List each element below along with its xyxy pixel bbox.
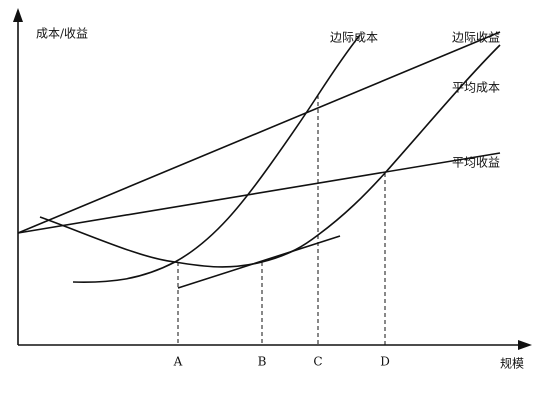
x-arrow bbox=[518, 340, 532, 350]
x-axis-label: 规模 bbox=[500, 356, 524, 371]
average-cost-curve bbox=[39, 44, 501, 268]
point-label: A bbox=[173, 355, 183, 369]
curve-label: 边际成本 bbox=[330, 31, 378, 45]
curve-label: 平均收益 bbox=[452, 156, 500, 170]
point-label: B bbox=[258, 355, 267, 369]
y-arrow bbox=[13, 8, 23, 22]
marginal-revenue-line bbox=[17, 31, 501, 234]
curve-label: 平均成本 bbox=[452, 81, 500, 95]
point-label: D bbox=[380, 355, 390, 369]
y-axis-label: 成本/收益 bbox=[36, 27, 88, 41]
point-label: C bbox=[313, 355, 322, 369]
average-revenue-line bbox=[17, 152, 501, 234]
marginal-cost-curve bbox=[72, 34, 361, 283]
curve-label: 边际收益 bbox=[452, 31, 500, 45]
tangent-line bbox=[177, 235, 341, 289]
